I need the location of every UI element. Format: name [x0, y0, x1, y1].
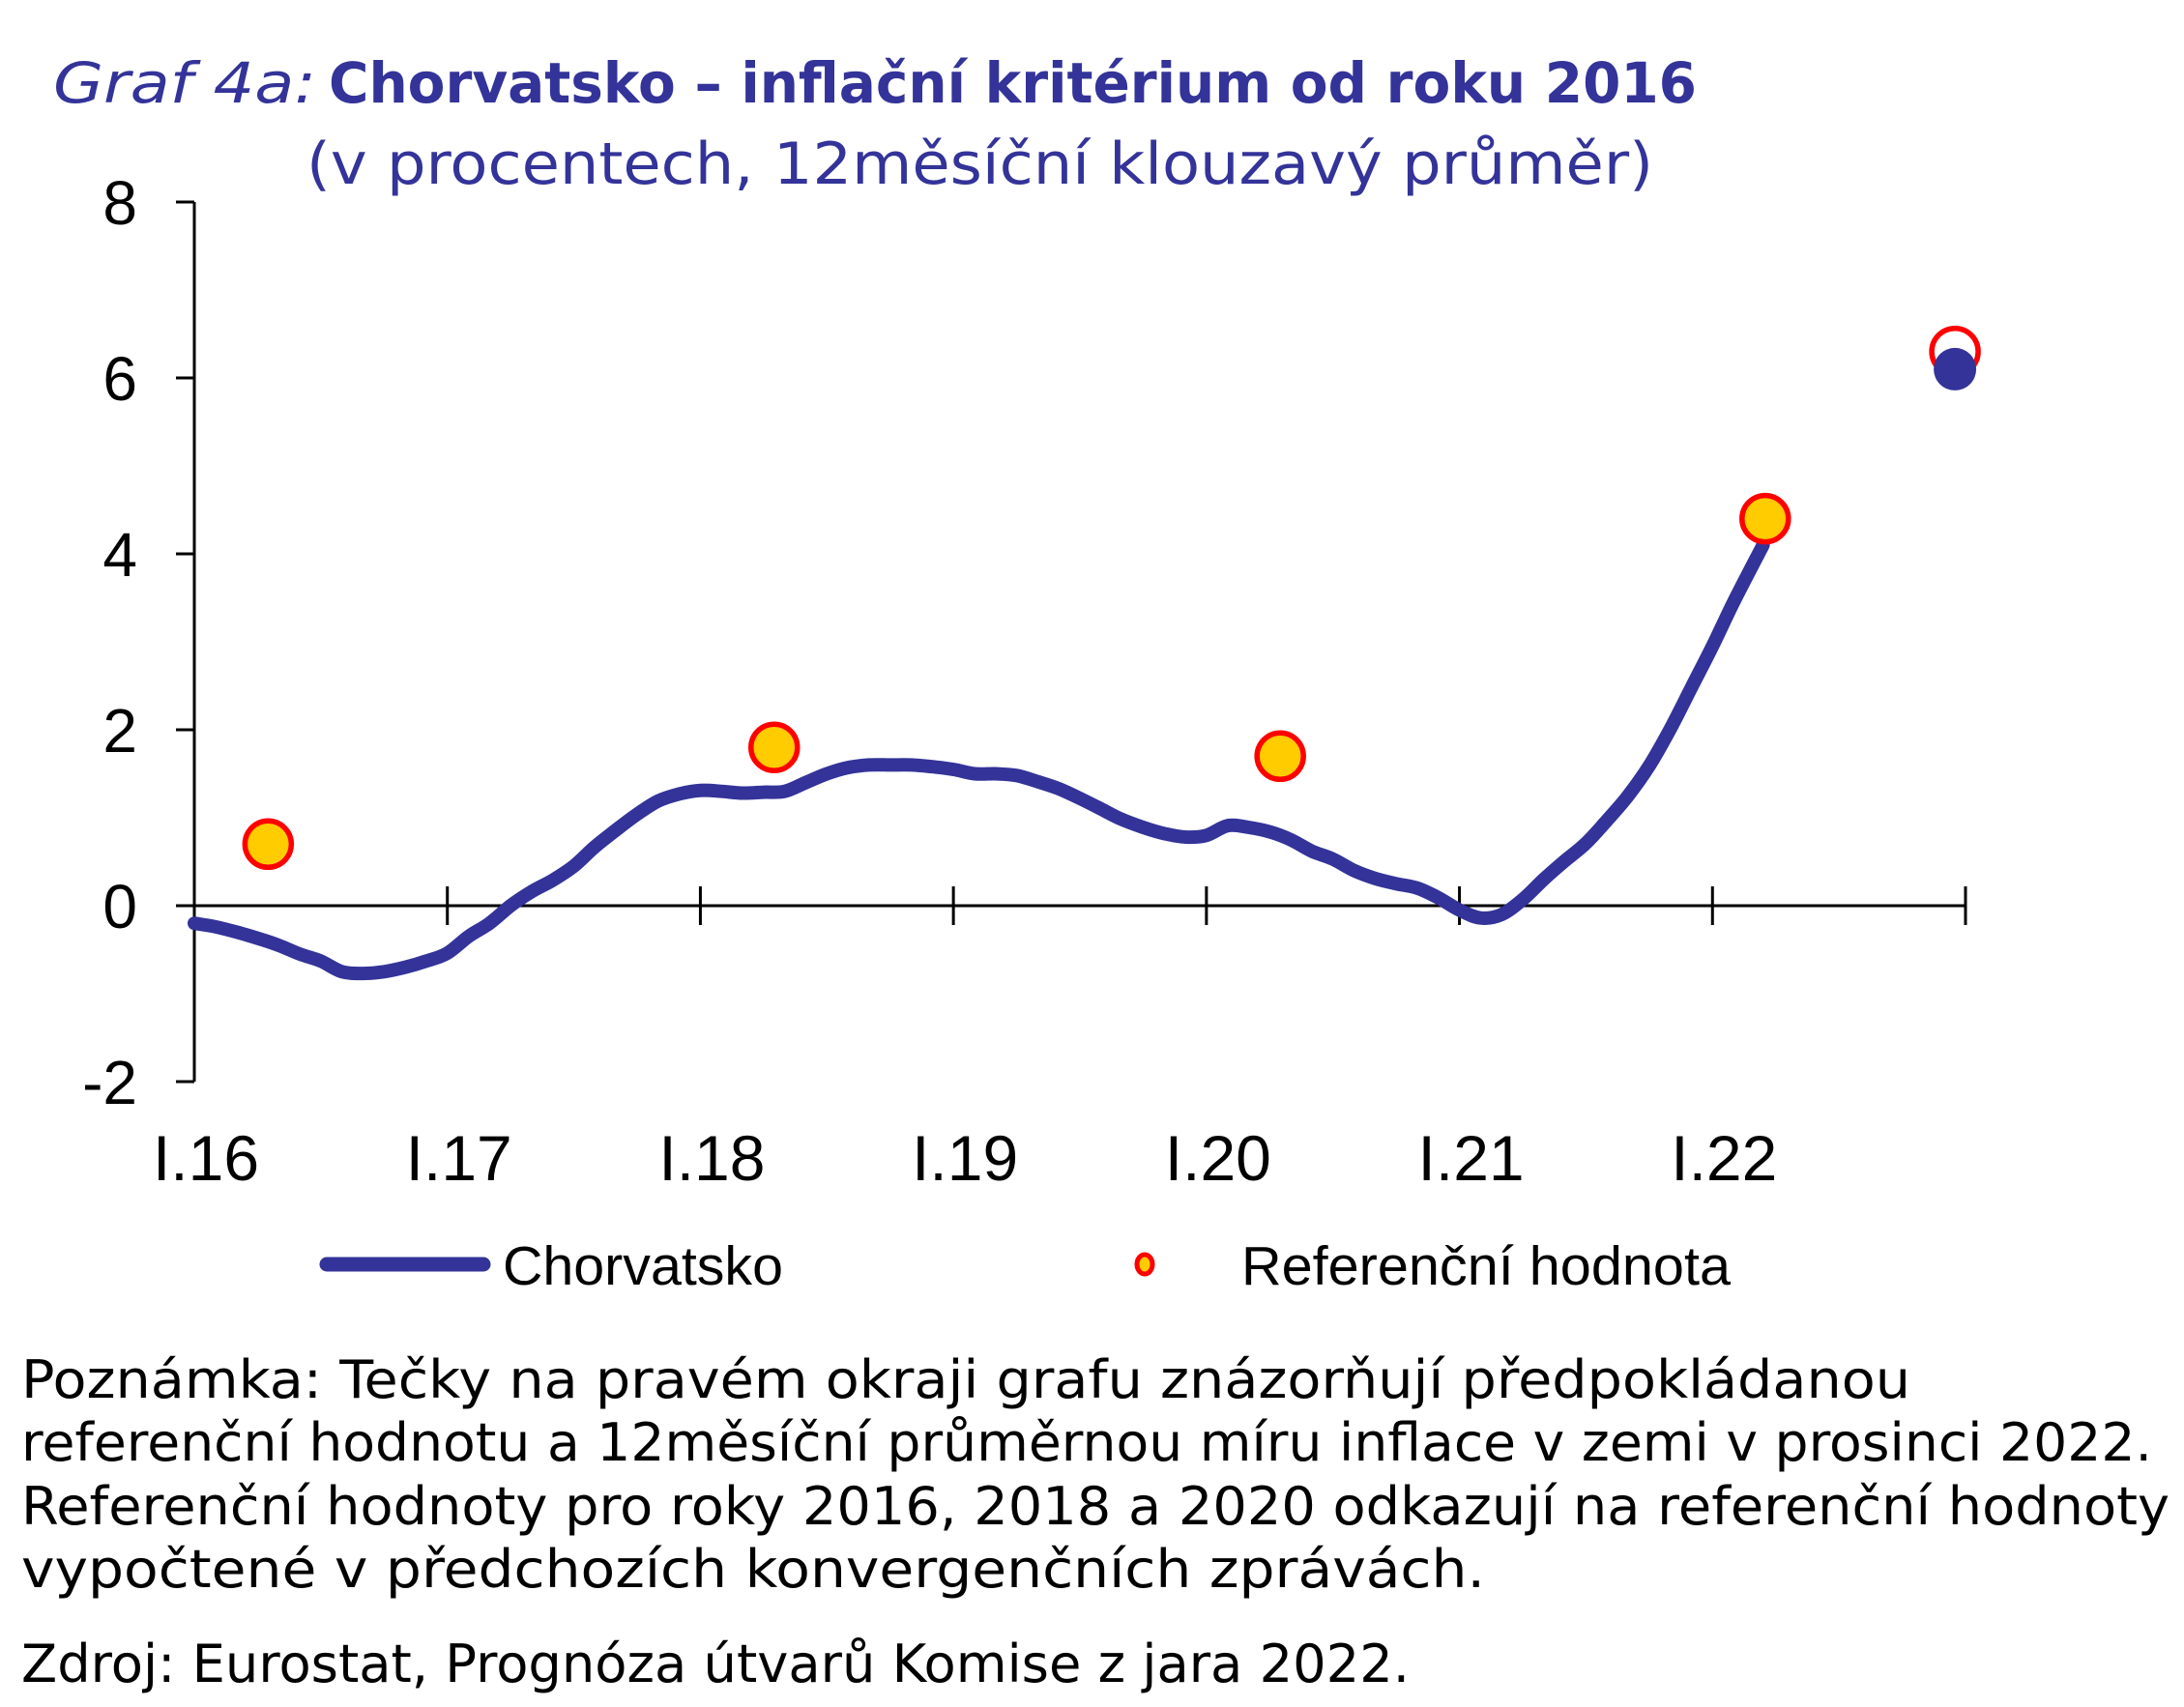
x-tick-label: I.18: [658, 1122, 765, 1194]
forecast-country-point: [1934, 347, 1977, 391]
x-tick-labels: I.16 I.17 I.18 I.19 I.20 I.21 I.22: [153, 1122, 1777, 1194]
caption: Poznámka: Tečky na pravém okraji grafu z…: [21, 1349, 2169, 1694]
reference-point: [1739, 492, 1791, 545]
reference-point: [748, 721, 801, 773]
y-tick-label: 4: [102, 520, 137, 590]
legend: Chorvatsko Referenční hodnota: [319, 1235, 1731, 1297]
reference-point: [242, 818, 295, 871]
legend-item-referencni-hodnota: Referenční hodnota: [1134, 1235, 1731, 1297]
caption-source: Zdroj: Eurostat, Prognóza útvarů Komise …: [21, 1634, 1410, 1694]
caption-note-line-2: referenční hodnotu a 12měsíční průměrnou…: [21, 1412, 2152, 1473]
chart-subtitle: (v procentech, 12měsíční klouzavý průměr…: [306, 130, 1653, 198]
y-tick-labels: 8 6 4 2 0 -2: [82, 168, 137, 1117]
x-tick-label: I.19: [912, 1122, 1018, 1194]
y-tick-label: -2: [82, 1048, 137, 1117]
y-tick-label: 8: [102, 168, 137, 238]
reference-point: [1254, 730, 1306, 783]
legend-label-referencni-hodnota: Referenční hodnota: [1241, 1235, 1731, 1297]
caption-note-line-1: Poznámka: Tečky na pravém okraji grafu z…: [21, 1349, 1910, 1410]
legend-dot-swatch: [1134, 1252, 1155, 1277]
legend-label-chorvatsko: Chorvatsko: [503, 1235, 783, 1297]
legend-item-chorvatsko: Chorvatsko: [319, 1235, 783, 1297]
x-tick-label: I.20: [1165, 1122, 1271, 1194]
y-tick-label: 6: [102, 344, 137, 414]
title-prefix: Graf 4a:: [53, 50, 316, 116]
title-text: Chorvatsko – inflační kritérium od roku …: [329, 50, 1697, 116]
series-line-chorvatsko: [188, 537, 1770, 981]
x-tick-label: I.21: [1418, 1122, 1525, 1194]
forecast-points: [1929, 325, 1981, 391]
x-tick-label: I.16: [153, 1122, 259, 1194]
y-tick-label: 2: [102, 696, 137, 766]
reference-points: [242, 492, 1791, 871]
x-tick-label: I.17: [406, 1122, 512, 1194]
y-tick-label: 0: [102, 872, 137, 941]
x-tick-label: I.22: [1671, 1122, 1777, 1194]
caption-note-line-4: vypočtené v předchozích konvergenčních z…: [21, 1539, 1485, 1600]
chart-title: Graf 4a: Chorvatsko – inflační kritérium…: [53, 50, 1697, 198]
caption-note-line-3: Referenční hodnoty pro roky 2016, 2018 a…: [21, 1476, 2169, 1537]
